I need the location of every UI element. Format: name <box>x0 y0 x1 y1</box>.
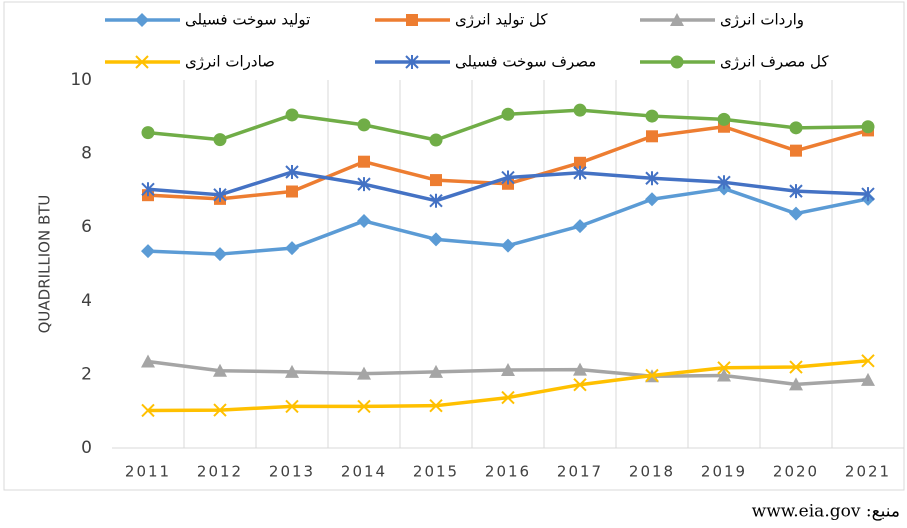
marker <box>789 377 803 391</box>
marker <box>789 184 803 199</box>
marker <box>213 403 227 417</box>
y-axis-label: QUADRILLION BTU <box>36 195 54 334</box>
marker <box>357 366 371 380</box>
marker <box>213 363 227 377</box>
marker <box>141 403 155 418</box>
marker <box>141 182 155 197</box>
y-tick-label: 8 <box>81 144 92 164</box>
marker <box>213 187 227 202</box>
marker <box>213 247 227 262</box>
marker <box>645 192 659 207</box>
marker <box>718 120 730 133</box>
marker <box>135 13 149 27</box>
marker <box>285 364 299 378</box>
x-tick-label: 2019 <box>701 463 747 481</box>
marker <box>790 144 802 157</box>
x-tick-label: 2017 <box>557 463 603 481</box>
marker <box>645 109 659 123</box>
x-tick-label: 2020 <box>773 463 819 481</box>
marker <box>285 399 299 414</box>
x-tick-label: 2013 <box>269 463 315 481</box>
marker <box>861 354 875 368</box>
y-tick-label: 6 <box>81 217 92 237</box>
marker <box>135 55 149 69</box>
marker <box>501 362 515 376</box>
legend-label: کل مصرف انرژی <box>720 53 829 71</box>
marker <box>861 120 875 134</box>
marker <box>429 232 443 247</box>
marker <box>717 112 731 126</box>
marker <box>429 364 443 378</box>
marker <box>285 241 299 256</box>
chart-frame <box>3 1 905 491</box>
legend-label: صادرات انرژی <box>185 53 275 71</box>
marker <box>357 399 371 414</box>
marker <box>789 360 803 374</box>
x-tick-label: 2012 <box>197 463 243 481</box>
y-tick-label: 10 <box>70 70 92 90</box>
marker <box>429 398 443 413</box>
marker <box>573 362 587 376</box>
marker <box>861 372 875 386</box>
legend-label: کل تولید انرژی <box>455 11 548 29</box>
marker <box>141 126 155 140</box>
x-tick-label: 2016 <box>485 463 531 481</box>
marker <box>358 155 370 168</box>
marker <box>141 354 155 368</box>
marker <box>429 193 443 208</box>
y-tick-label: 0 <box>81 438 92 458</box>
legend-label: واردات انرژی <box>720 11 804 29</box>
marker <box>573 103 587 117</box>
marker <box>501 170 515 185</box>
marker <box>717 368 731 382</box>
marker <box>501 238 515 253</box>
marker <box>789 121 803 135</box>
x-tick-label: 2014 <box>341 463 387 481</box>
marker <box>670 55 684 69</box>
x-tick-label: 2021 <box>845 463 891 481</box>
marker <box>645 171 659 186</box>
y-tick-label: 4 <box>81 291 92 311</box>
x-tick-label: 2018 <box>629 463 675 481</box>
x-tick-label: 2011 <box>125 463 171 481</box>
marker <box>646 130 658 143</box>
marker <box>406 14 418 26</box>
marker <box>670 13 684 26</box>
marker <box>357 118 371 132</box>
marker <box>573 219 587 234</box>
marker <box>717 361 731 375</box>
marker <box>574 156 586 169</box>
marker <box>405 55 419 69</box>
marker <box>645 368 659 383</box>
marker <box>357 213 371 228</box>
legend-label: تولید سوخت فسیلی <box>185 11 310 29</box>
marker <box>429 133 443 147</box>
marker <box>501 390 515 405</box>
legend-label: مصرف سوخت فسیلی <box>455 53 596 71</box>
marker <box>285 165 299 179</box>
marker <box>357 177 371 192</box>
marker <box>286 185 298 198</box>
y-tick-label: 2 <box>81 364 92 384</box>
marker <box>861 187 875 202</box>
source: منبع: www.eia.gov <box>752 502 900 522</box>
marker <box>141 244 155 259</box>
marker <box>501 107 515 121</box>
marker <box>789 206 803 221</box>
marker <box>573 165 587 180</box>
marker <box>430 174 442 187</box>
marker <box>285 108 299 122</box>
marker <box>573 377 587 392</box>
marker <box>213 133 227 147</box>
x-tick-label: 2015 <box>413 463 459 481</box>
marker <box>717 175 731 190</box>
